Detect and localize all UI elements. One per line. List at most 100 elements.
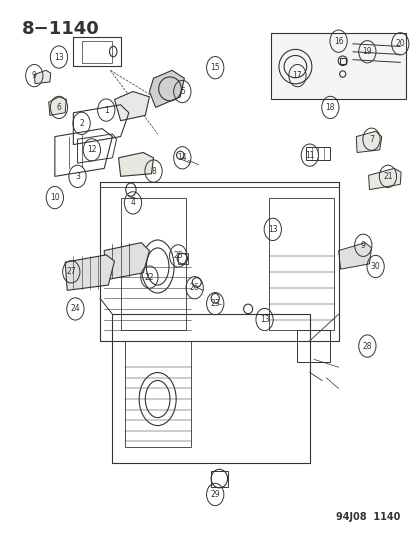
- Point: [122, 407, 127, 413]
- Line: 2 pts: 2 pts: [352, 60, 399, 62]
- Point: [79, 164, 84, 170]
- Text: 12: 12: [87, 146, 96, 155]
- Text: 25: 25: [173, 252, 183, 261]
- Point: [102, 306, 107, 312]
- Point: [71, 286, 76, 292]
- Point: [110, 275, 115, 281]
- Point: [118, 240, 123, 246]
- Text: 15: 15: [210, 63, 219, 72]
- Point: [188, 417, 192, 423]
- Point: [122, 417, 127, 423]
- Line: 2 pts: 2 pts: [309, 373, 321, 381]
- Point: [311, 356, 316, 362]
- Point: [95, 253, 100, 259]
- Point: [97, 184, 102, 190]
- Polygon shape: [34, 70, 51, 84]
- Point: [321, 144, 326, 150]
- Point: [188, 306, 192, 312]
- Point: [350, 49, 355, 55]
- Point: [218, 302, 223, 308]
- Point: [188, 263, 192, 270]
- Polygon shape: [368, 168, 400, 190]
- Point: [110, 241, 115, 247]
- Point: [397, 43, 402, 50]
- Text: 20: 20: [394, 39, 404, 49]
- Text: 28: 28: [362, 342, 371, 351]
- Point: [102, 327, 107, 333]
- Point: [188, 427, 192, 434]
- Point: [323, 375, 328, 381]
- Line: 2 pts: 2 pts: [352, 52, 399, 54]
- Bar: [81, 41, 112, 63]
- Text: 9: 9: [360, 241, 365, 250]
- Point: [335, 184, 340, 190]
- Point: [194, 284, 199, 290]
- Bar: [305, 147, 330, 160]
- Point: [315, 157, 320, 164]
- Point: [306, 337, 311, 344]
- Point: [397, 59, 402, 66]
- Point: [66, 133, 71, 140]
- Text: 30: 30: [370, 262, 380, 271]
- Point: [102, 274, 107, 280]
- Bar: [270, 33, 406, 100]
- Bar: [120, 198, 186, 330]
- Text: 13: 13: [259, 315, 269, 324]
- Point: [331, 253, 336, 259]
- Point: [350, 56, 355, 63]
- Line: 2 pts: 2 pts: [313, 359, 338, 367]
- Point: [118, 274, 123, 280]
- Point: [66, 165, 71, 172]
- Point: [315, 144, 320, 150]
- Point: [95, 286, 100, 292]
- Bar: [268, 198, 334, 330]
- Point: [350, 41, 355, 47]
- Text: 17: 17: [292, 71, 301, 80]
- Text: 6: 6: [57, 103, 61, 112]
- Point: [102, 316, 107, 322]
- Line: 2 pts: 2 pts: [352, 44, 399, 46]
- Point: [126, 239, 131, 246]
- Point: [188, 407, 192, 413]
- Text: 27: 27: [66, 268, 76, 276]
- Text: 4: 4: [130, 198, 135, 207]
- Text: 19: 19: [362, 47, 371, 56]
- Point: [110, 311, 115, 318]
- Text: 2: 2: [79, 119, 84, 128]
- Point: [110, 337, 115, 344]
- Polygon shape: [65, 255, 114, 290]
- Point: [335, 184, 340, 190]
- Text: 7: 7: [368, 135, 373, 144]
- Polygon shape: [118, 152, 153, 176]
- Point: [266, 253, 271, 259]
- Bar: [211, 471, 227, 487]
- Text: 29: 29: [210, 490, 219, 499]
- Point: [335, 327, 340, 333]
- Point: [397, 51, 402, 58]
- Point: [97, 295, 102, 302]
- Point: [212, 300, 217, 306]
- Point: [335, 385, 340, 392]
- Point: [188, 385, 192, 392]
- Line: 2 pts: 2 pts: [325, 378, 338, 389]
- Point: [122, 438, 127, 445]
- Text: 16: 16: [333, 37, 342, 46]
- Point: [188, 438, 192, 445]
- Point: [185, 157, 190, 164]
- Point: [200, 287, 205, 294]
- Point: [266, 301, 271, 307]
- Bar: [297, 330, 330, 362]
- Point: [266, 285, 271, 291]
- Point: [122, 427, 127, 434]
- Text: 3: 3: [75, 172, 80, 181]
- Point: [110, 311, 115, 318]
- Point: [122, 364, 127, 370]
- Point: [319, 377, 324, 384]
- Point: [97, 184, 102, 190]
- Point: [177, 156, 182, 162]
- Line: 2 pts: 2 pts: [188, 160, 198, 165]
- Point: [188, 396, 192, 402]
- Line: 2 pts: 2 pts: [215, 303, 221, 305]
- Text: 5: 5: [180, 87, 184, 96]
- Polygon shape: [356, 131, 381, 152]
